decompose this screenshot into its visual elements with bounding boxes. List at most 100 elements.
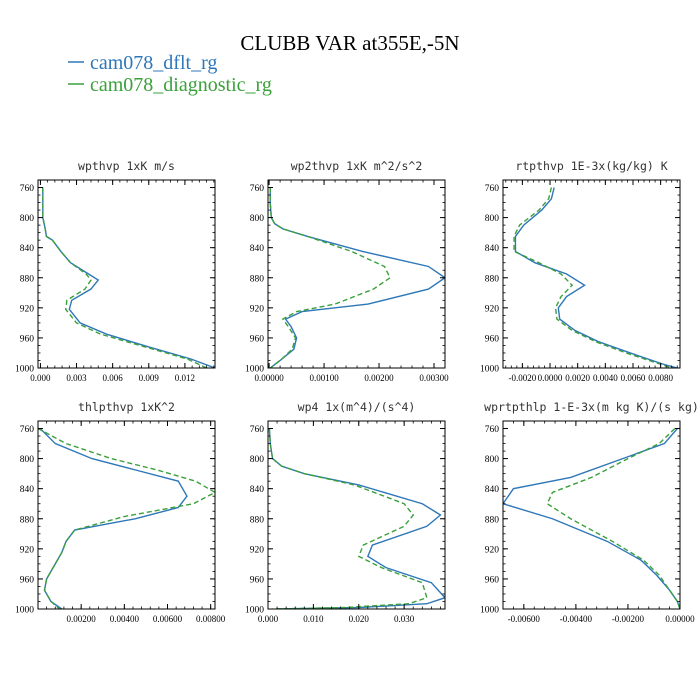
series-line-diagnostic bbox=[269, 187, 391, 368]
y-tick-label: 760 bbox=[485, 184, 500, 194]
y-tick-label: 840 bbox=[250, 485, 265, 495]
panel-1: wpthvp 1xK m/s76080084088092096010000.00… bbox=[15, 159, 216, 383]
x-tick-label: 0.0040 bbox=[593, 373, 618, 383]
series-line-dflt bbox=[268, 428, 445, 609]
x-tick-label: 0.00400 bbox=[110, 614, 140, 624]
y-tick-label: 840 bbox=[485, 244, 500, 254]
panel-title: thlpthvp 1xK^2 bbox=[78, 400, 175, 414]
x-tick-label: 0.009 bbox=[139, 373, 160, 383]
y-tick-label: 760 bbox=[20, 425, 35, 435]
y-tick-label: 920 bbox=[250, 545, 265, 555]
y-tick-label: 920 bbox=[20, 545, 35, 555]
series-line-dflt bbox=[39, 428, 188, 609]
y-tick-label: 800 bbox=[20, 214, 35, 224]
x-tick-label: 0.0060 bbox=[621, 373, 646, 383]
panel-title: wp2thvp 1xK m^2/s^2 bbox=[291, 159, 423, 173]
x-tick-label: -0.00600 bbox=[508, 614, 541, 624]
legend-label-diagnostic: cam078_diagnostic_rg bbox=[90, 74, 272, 96]
panel-frame bbox=[267, 179, 446, 369]
y-tick-label: 840 bbox=[20, 485, 35, 495]
legend: cam078_dflt_rg cam078_diagnostic_rg bbox=[68, 52, 272, 96]
y-tick-label: 840 bbox=[20, 244, 35, 254]
y-tick-label: 1000 bbox=[15, 365, 34, 375]
x-tick-label: -0.0020 bbox=[508, 373, 536, 383]
y-tick-label: 880 bbox=[250, 274, 265, 284]
y-tick-label: 1000 bbox=[480, 365, 499, 375]
y-tick-label: 840 bbox=[485, 485, 500, 495]
x-tick-label: -0.00200 bbox=[612, 614, 645, 624]
panel-frame bbox=[37, 420, 216, 610]
y-tick-label: 920 bbox=[485, 304, 500, 314]
x-tick-label: -0.00400 bbox=[560, 614, 593, 624]
panel-title: wp4 1x(m^4)/(s^4) bbox=[298, 400, 416, 414]
x-tick-label: 0.00100 bbox=[309, 373, 339, 383]
y-tick-label: 920 bbox=[485, 545, 500, 555]
y-tick-label: 880 bbox=[20, 274, 35, 284]
panel-4: thlpthvp 1xK^2 760 800 840 880 920 960 1000 0.00… bbox=[15, 400, 226, 624]
x-tick-label: 0.0000 bbox=[538, 373, 563, 383]
x-tick-label: 0.00800 bbox=[196, 614, 226, 624]
y-tick-label: 880 bbox=[20, 515, 35, 525]
y-tick-label: 960 bbox=[250, 575, 265, 585]
series-line-dflt bbox=[42, 187, 215, 368]
y-tick-label: 1000 bbox=[245, 365, 264, 375]
y-tick-label: 880 bbox=[485, 274, 500, 284]
x-tick-label: 0.006 bbox=[103, 373, 124, 383]
x-tick-label: 0.010 bbox=[303, 614, 324, 624]
x-tick-label: 0.00000 bbox=[254, 373, 284, 383]
panel-frame bbox=[502, 420, 681, 610]
y-tick-label: 800 bbox=[485, 455, 500, 465]
panel-title: wpthvp 1xK m/s bbox=[78, 159, 175, 173]
panel-title: wprtpthlp 1-E-3x(m kg K)/(s kg) bbox=[484, 400, 699, 414]
x-tick-label: 0.00200 bbox=[364, 373, 394, 383]
y-tick-label: 960 bbox=[485, 575, 500, 585]
x-tick-label: 0.003 bbox=[66, 373, 87, 383]
y-tick-label: 960 bbox=[250, 334, 265, 344]
y-tick-label: 1000 bbox=[15, 606, 34, 616]
y-tick-label: 760 bbox=[250, 184, 265, 194]
x-tick-label: 0.00000 bbox=[665, 614, 695, 624]
x-tick-label: 0.020 bbox=[349, 614, 370, 624]
x-tick-label: 0.012 bbox=[175, 373, 195, 383]
y-tick-label: 840 bbox=[250, 244, 265, 254]
legend-label-dflt: cam078_dflt_rg bbox=[90, 52, 217, 74]
panel-5: wp4 1x(m^4)/(s^4)76080084088092096010000… bbox=[245, 400, 446, 624]
y-tick-label: 760 bbox=[20, 184, 35, 194]
y-tick-label: 800 bbox=[250, 214, 265, 224]
panel-frame bbox=[502, 179, 681, 369]
x-tick-label: 0.0080 bbox=[648, 373, 673, 383]
x-tick-label: 0.000 bbox=[258, 614, 279, 624]
y-tick-label: 1000 bbox=[245, 606, 264, 616]
x-tick-label: 0.00300 bbox=[419, 373, 449, 383]
y-tick-label: 880 bbox=[250, 515, 265, 525]
y-tick-label: 760 bbox=[250, 425, 265, 435]
panel-2: wp2thvp 1xK m^2/s^2 760 800 840 880 920 960 100… bbox=[245, 159, 449, 383]
panel-3: rtpthvp 1E-3x(kg/kg) K 760 800 840 880 920 960… bbox=[480, 159, 681, 383]
y-tick-label: 920 bbox=[20, 304, 35, 314]
y-tick-label: 800 bbox=[485, 214, 500, 224]
y-tick-label: 960 bbox=[20, 575, 35, 585]
figure-title: CLUBB VAR at355E,-5N bbox=[240, 31, 459, 55]
series-line-dflt bbox=[514, 187, 678, 368]
y-tick-label: 800 bbox=[250, 455, 265, 465]
panel-title: rtpthvp 1E-3x(kg/kg) K bbox=[515, 159, 667, 173]
x-tick-label: 0.030 bbox=[394, 614, 415, 624]
y-tick-label: 920 bbox=[250, 304, 265, 314]
series-line-dflt bbox=[503, 428, 680, 609]
x-tick-label: 0.00600 bbox=[153, 614, 183, 624]
x-tick-label: 0.000 bbox=[30, 373, 51, 383]
panel-frame bbox=[37, 179, 216, 369]
panel-6: wprtpthlp 1-E-3x(m kg K)/(s kg) 760 800 840… bbox=[480, 400, 699, 624]
panel-frame bbox=[267, 420, 446, 610]
y-tick-label: 960 bbox=[20, 334, 35, 344]
y-tick-label: 760 bbox=[485, 425, 500, 435]
series-line-diagnostic bbox=[546, 428, 680, 609]
y-tick-label: 1000 bbox=[480, 606, 499, 616]
series-line-diagnostic bbox=[42, 187, 207, 368]
y-tick-label: 960 bbox=[485, 334, 500, 344]
y-tick-label: 800 bbox=[20, 455, 35, 465]
x-tick-label: 0.00200 bbox=[67, 614, 97, 624]
series-line-diagnostic bbox=[513, 187, 672, 368]
